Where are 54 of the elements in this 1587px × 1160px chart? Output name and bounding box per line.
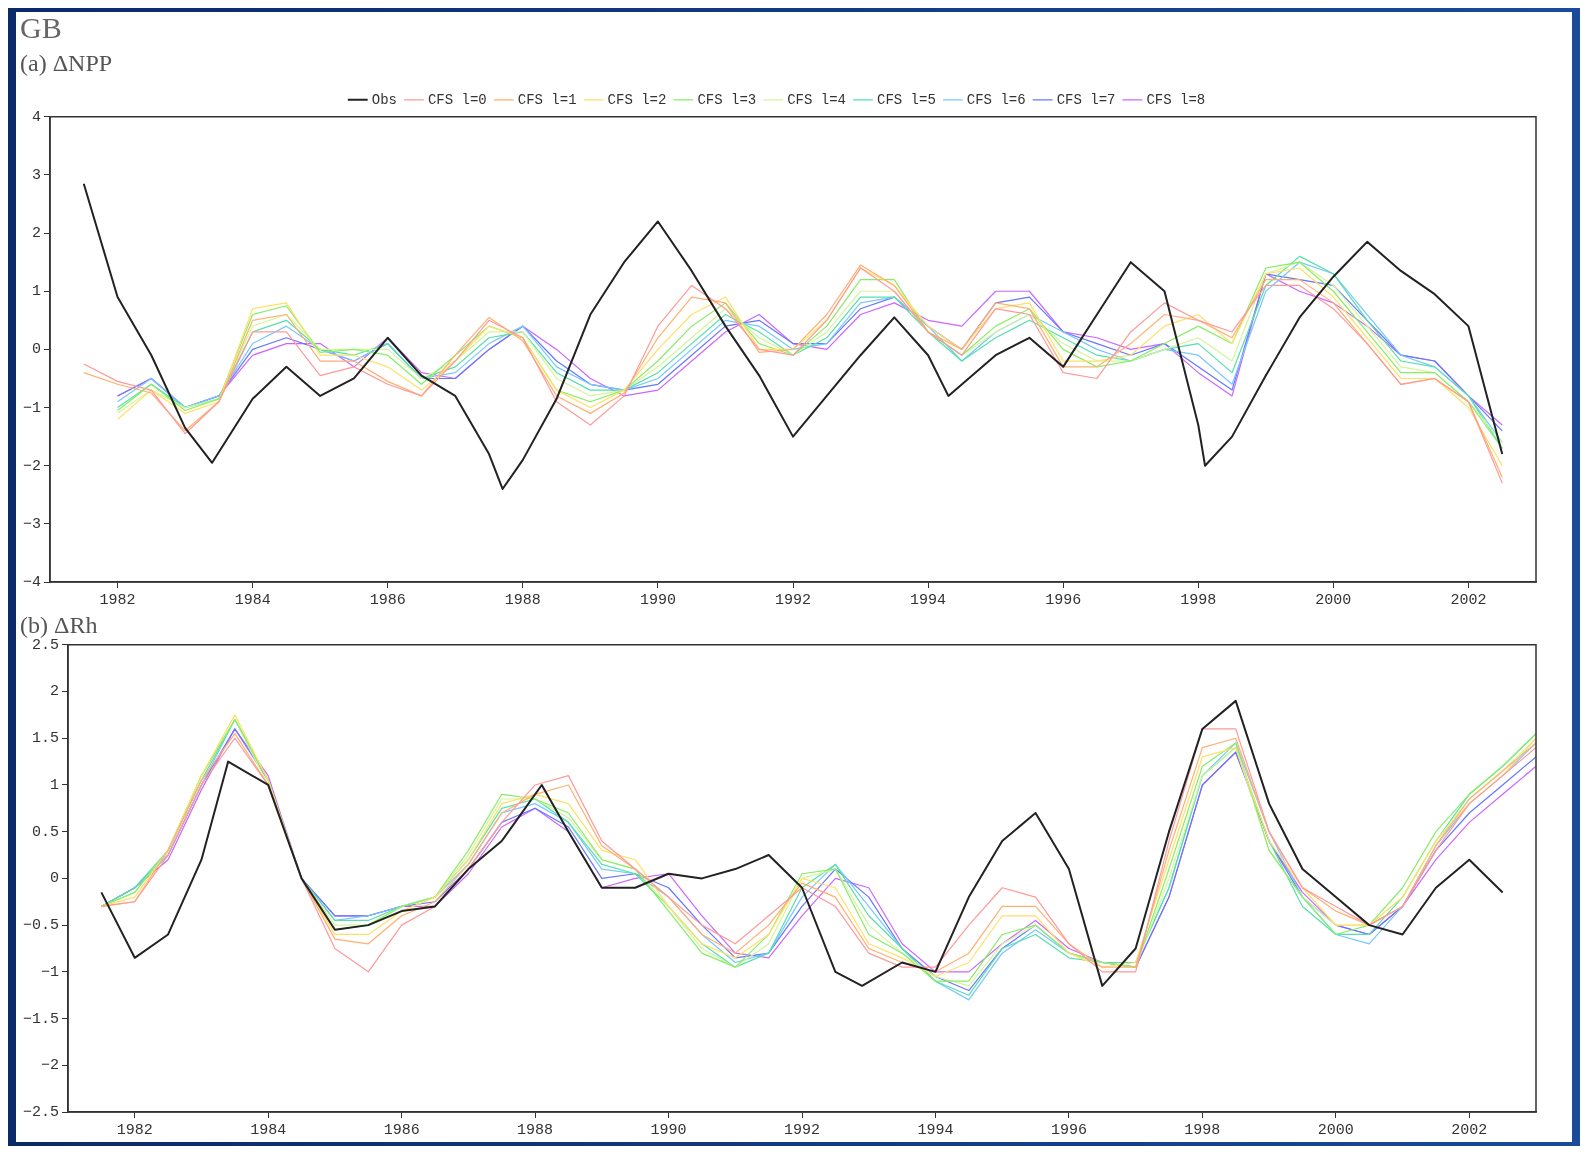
x-tick-label: 1998 xyxy=(1184,1121,1221,1139)
legend-label: CFS l=6 xyxy=(966,91,1026,108)
chart-title: GB xyxy=(20,10,62,44)
legend-label: CFS l=8 xyxy=(1146,91,1206,108)
x-tick-label: 1990 xyxy=(650,1121,687,1139)
legend-label: CFS l=3 xyxy=(697,91,757,108)
x-tick-label: 1990 xyxy=(639,591,676,609)
legend-label: CFS l=5 xyxy=(877,91,936,108)
x-tick-label: 1994 xyxy=(910,591,947,609)
legend-label: CFS l=1 xyxy=(517,91,577,108)
x-tick-label: 1982 xyxy=(99,591,136,609)
x-tick-label: 1984 xyxy=(234,591,271,609)
x-tick-label: 1986 xyxy=(383,1121,420,1139)
x-tick-label: 1986 xyxy=(369,591,406,609)
x-tick-label: 1992 xyxy=(774,591,812,609)
y-tick-label: 3 xyxy=(31,166,41,184)
x-tick-label: 1984 xyxy=(250,1121,287,1139)
y-tick-label: 1 xyxy=(49,776,60,794)
x-tick-label: 2002 xyxy=(1451,1121,1488,1139)
x-tick-label: 1992 xyxy=(784,1121,821,1139)
y-tick-label: −2 xyxy=(40,1057,60,1075)
x-tick-label: 2000 xyxy=(1315,591,1352,609)
x-tick-label: 1994 xyxy=(917,1121,954,1139)
y-tick-label: −0.5 xyxy=(22,917,60,935)
y-tick-label: 0.5 xyxy=(31,823,60,841)
y-tick-label: −2 xyxy=(22,457,41,475)
x-tick-label: 1988 xyxy=(504,591,541,609)
x-tick-label: 1996 xyxy=(1045,591,1082,609)
y-tick-label: −3 xyxy=(22,515,41,533)
x-tick-label: 2002 xyxy=(1450,591,1487,609)
y-tick-label: −1 xyxy=(40,963,60,981)
y-tick-label: 1.5 xyxy=(31,730,60,748)
x-tick-label: 2000 xyxy=(1317,1121,1354,1139)
y-tick-label: 4 xyxy=(31,108,41,126)
x-tick-label: 1996 xyxy=(1050,1121,1087,1139)
y-tick-label: −1 xyxy=(22,399,41,417)
x-tick-label: 1998 xyxy=(1180,591,1217,609)
legend-label: Obs xyxy=(371,91,397,108)
y-tick-label: 2 xyxy=(49,683,60,701)
chart-subtitle: (a) ΔNPP xyxy=(20,49,113,76)
legend-label: CFS l=7 xyxy=(1056,91,1116,108)
y-tick-label: −2.5 xyxy=(22,1103,60,1121)
y-tick-label: 2 xyxy=(31,225,41,243)
y-tick-label: 0 xyxy=(31,341,41,359)
y-tick-label: −4 xyxy=(22,573,41,591)
legend-label: CFS l=0 xyxy=(427,91,487,108)
y-tick-label: 1 xyxy=(31,283,41,301)
legend-label: CFS l=2 xyxy=(607,91,667,108)
legend-label: CFS l=4 xyxy=(787,91,847,108)
x-tick-label: 1982 xyxy=(116,1121,153,1139)
chart-subtitle: (b) ΔRh xyxy=(20,611,98,638)
y-tick-label: 0 xyxy=(49,870,60,888)
x-tick-label: 1988 xyxy=(517,1121,554,1139)
y-tick-label: −1.5 xyxy=(22,1010,60,1028)
